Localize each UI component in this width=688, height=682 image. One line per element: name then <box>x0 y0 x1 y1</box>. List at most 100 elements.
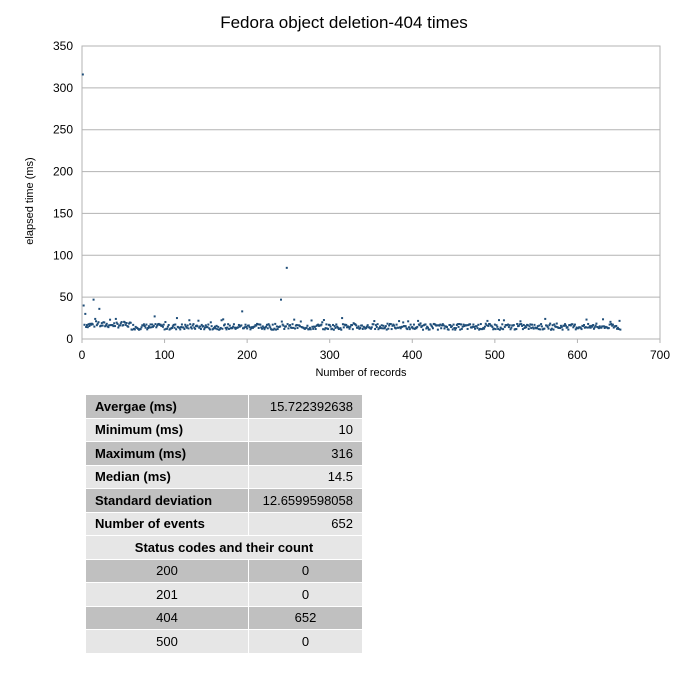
data-point <box>273 327 276 330</box>
data-point <box>217 325 220 328</box>
data-point <box>544 317 547 320</box>
data-point <box>354 323 357 326</box>
data-point <box>592 324 595 327</box>
data-point <box>314 328 317 331</box>
data-point <box>473 325 476 328</box>
data-point <box>142 324 145 327</box>
data-point <box>450 325 453 328</box>
data-point <box>417 319 420 322</box>
data-point <box>386 322 389 325</box>
data-point <box>351 324 354 327</box>
data-point <box>125 322 128 325</box>
data-point <box>244 323 247 326</box>
data-point <box>256 323 259 326</box>
data-point <box>214 327 217 330</box>
data-point <box>374 324 377 327</box>
data-point <box>587 326 590 329</box>
data-point <box>441 324 444 327</box>
data-point <box>200 323 203 326</box>
data-point <box>478 327 481 330</box>
data-point <box>323 328 326 331</box>
data-point <box>309 328 312 331</box>
data-point <box>356 326 359 329</box>
data-point <box>503 325 506 328</box>
data-point <box>341 323 344 326</box>
data-point <box>149 323 152 326</box>
data-point <box>348 327 351 330</box>
data-point <box>591 325 594 328</box>
data-point <box>113 322 116 325</box>
data-point <box>555 322 558 325</box>
data-point <box>292 326 295 329</box>
data-point <box>184 323 187 326</box>
data-point <box>167 323 170 326</box>
data-point <box>279 325 282 328</box>
data-point <box>554 325 557 328</box>
y-tick-label: 100 <box>53 248 73 262</box>
data-point <box>194 327 197 330</box>
data-point <box>222 318 225 321</box>
data-point <box>370 327 372 330</box>
data-point <box>218 328 221 331</box>
data-point <box>283 327 286 330</box>
data-point <box>424 323 427 326</box>
data-point <box>564 323 567 326</box>
data-point <box>151 323 154 326</box>
data-point <box>269 326 272 329</box>
data-point <box>282 324 285 327</box>
data-point <box>275 328 278 331</box>
outlier-point <box>92 298 95 301</box>
data-point <box>213 325 216 328</box>
outlier-point <box>153 315 156 318</box>
data-point <box>395 323 398 326</box>
data-point <box>409 323 412 326</box>
data-point <box>237 323 240 326</box>
data-point <box>472 323 475 326</box>
data-point <box>415 327 418 330</box>
data-point <box>246 327 249 330</box>
outlier-point <box>82 304 85 307</box>
data-point <box>518 323 521 326</box>
data-point <box>481 328 484 331</box>
data-point <box>351 328 354 331</box>
data-point <box>227 327 230 330</box>
data-point <box>189 326 192 329</box>
data-point <box>420 326 423 329</box>
data-point <box>474 327 477 330</box>
data-point <box>447 328 450 331</box>
data-point <box>469 323 472 326</box>
status-code: 404 <box>85 605 249 630</box>
data-point <box>376 323 379 326</box>
data-point <box>97 321 100 324</box>
grid-lines <box>82 45 660 340</box>
data-point <box>615 324 618 327</box>
data-point <box>607 327 610 330</box>
data-point <box>533 323 536 326</box>
data-point <box>529 323 532 326</box>
data-point <box>484 322 487 325</box>
data-point <box>552 328 555 331</box>
data-point <box>340 328 343 331</box>
data-point <box>263 328 266 331</box>
data-point <box>532 327 535 330</box>
data-point <box>528 325 531 328</box>
data-point <box>379 325 382 328</box>
data-point <box>476 327 479 330</box>
data-point <box>228 324 231 327</box>
data-point <box>163 328 166 331</box>
data-point <box>248 326 251 329</box>
stats-row: Maximum (ms) 316 <box>85 441 363 466</box>
data-point <box>334 326 337 329</box>
outlier-point <box>98 307 101 310</box>
data-point <box>436 328 439 331</box>
data-point <box>245 325 248 328</box>
data-point <box>461 325 464 328</box>
status-code: 500 <box>85 629 249 654</box>
data-point <box>320 323 323 326</box>
outlier-point <box>175 317 178 320</box>
data-point <box>471 325 474 328</box>
data-point <box>442 324 445 327</box>
data-point <box>546 325 549 328</box>
stat-label: Standard deviation <box>85 488 249 513</box>
data-point <box>332 328 335 331</box>
